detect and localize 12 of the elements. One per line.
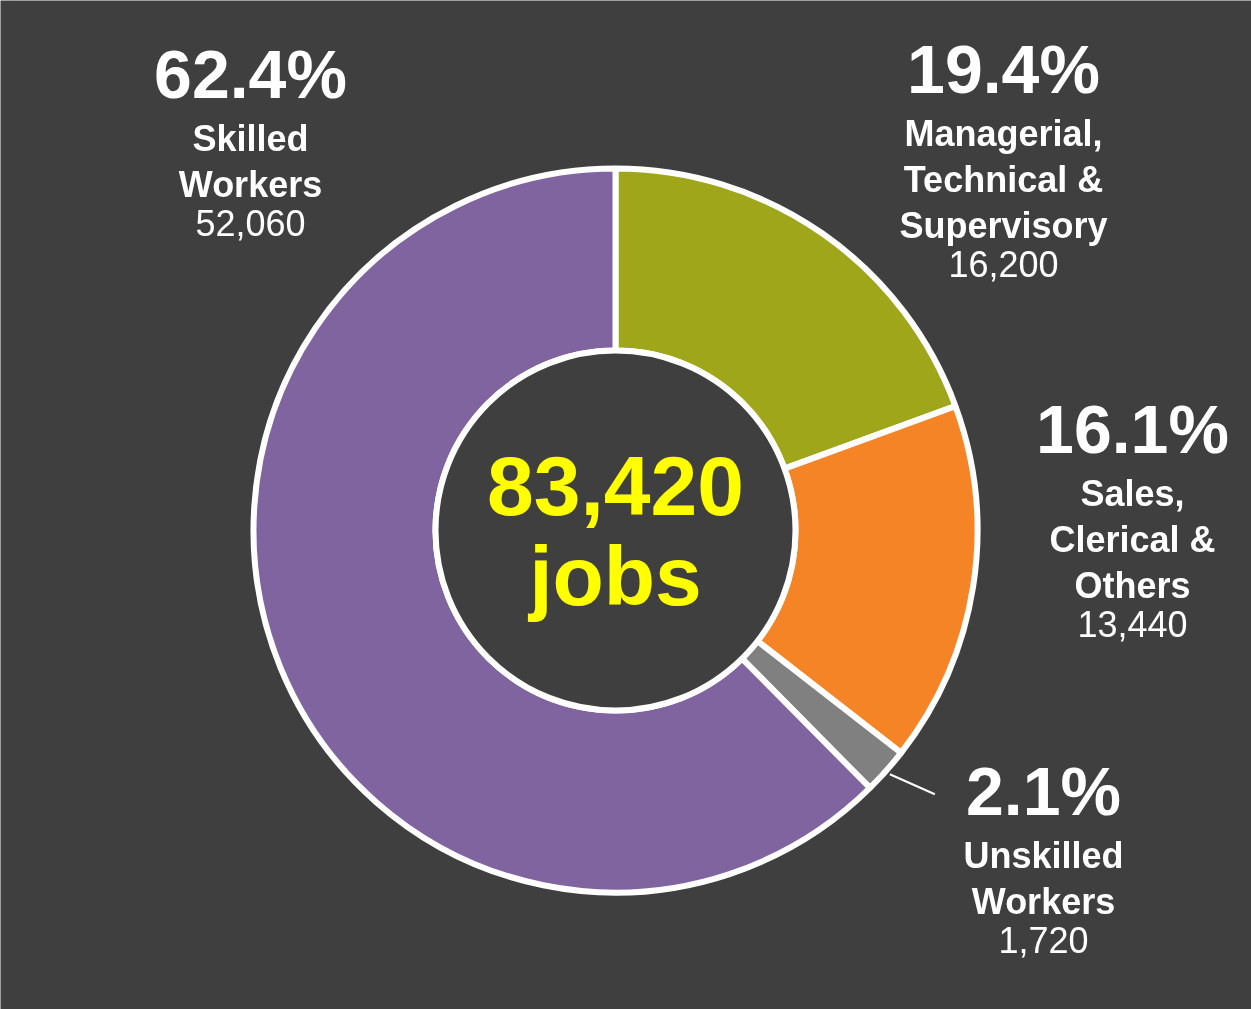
slice-label: Sales, Clerical & Others xyxy=(1049,472,1216,606)
text: 62.4% xyxy=(154,35,347,112)
text: 2.1% xyxy=(966,752,1121,829)
slice-label: Unskilled Workers xyxy=(963,834,1124,922)
data-label: 1,720 xyxy=(998,919,1089,961)
data-label: 13,440 xyxy=(1077,603,1188,645)
text: 83,420 jobs xyxy=(487,438,744,623)
slice-label: Skilled Workers xyxy=(178,117,323,205)
data-label: 52,060 xyxy=(195,202,306,244)
slice-label: Managerial, Technical & Supervisory xyxy=(899,112,1108,246)
text: 19.4% xyxy=(907,30,1100,107)
text: 16.1% xyxy=(1036,390,1229,467)
